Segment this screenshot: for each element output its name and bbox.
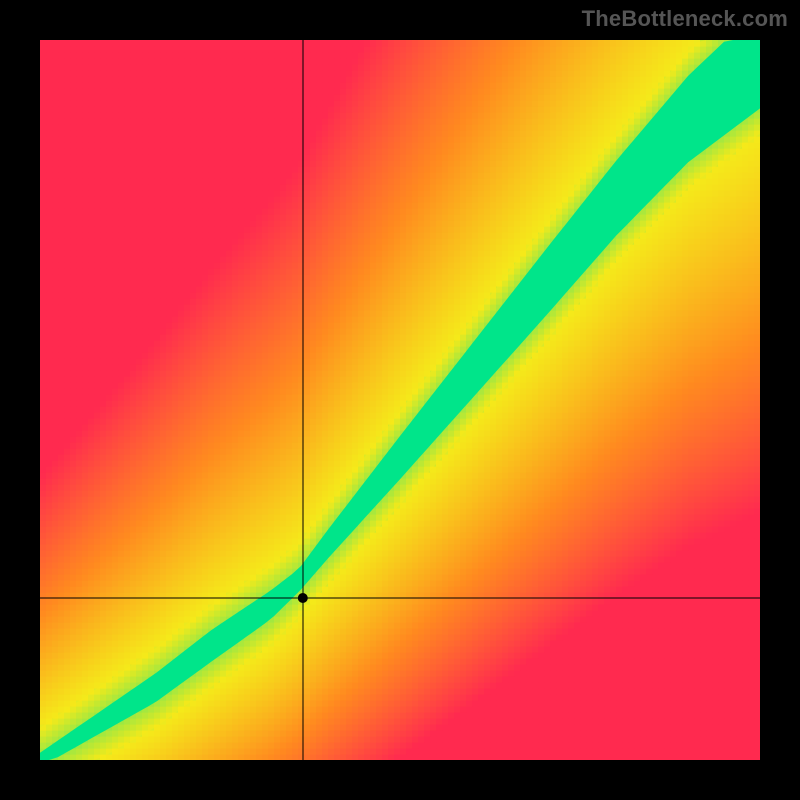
bottleneck-heatmap (40, 40, 760, 760)
watermark-text: TheBottleneck.com (582, 6, 788, 32)
crosshair-marker (298, 593, 308, 603)
chart-container: TheBottleneck.com (0, 0, 800, 800)
